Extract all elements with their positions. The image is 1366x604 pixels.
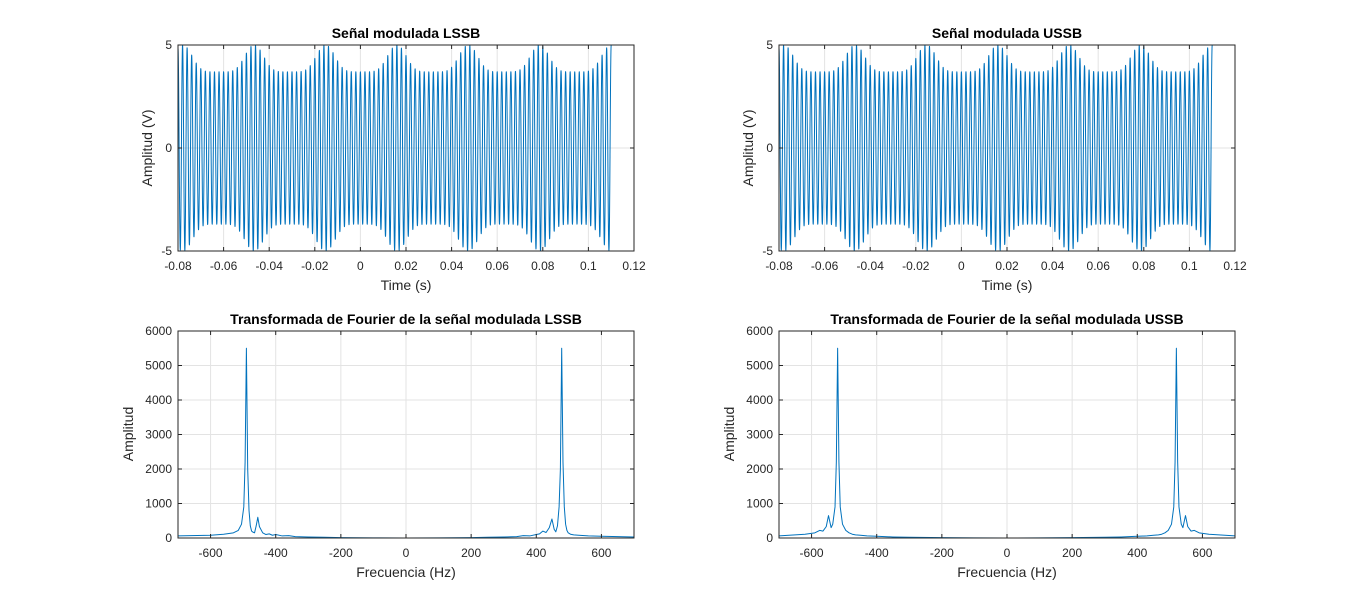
x-tick-label: -0.02 [902, 259, 930, 273]
y-axis-label: Amplitud (V) [139, 109, 155, 186]
x-tick-label: 200 [461, 546, 481, 560]
x-tick-label: 0.08 [1132, 259, 1156, 273]
x-tick-label: -200 [329, 546, 353, 560]
x-tick-label: -0.06 [811, 259, 839, 273]
x-tick-label: 0.1 [580, 259, 597, 273]
chart-title: Señal modulada USSB [932, 25, 1082, 41]
y-tick-label: 4000 [145, 393, 172, 407]
x-tick-label: -0.08 [765, 259, 793, 273]
grid [779, 330, 1235, 539]
x-axis-label: Frecuencia (Hz) [957, 564, 1057, 580]
x-tick-label: 0.04 [440, 259, 464, 273]
x-tick-label: -0.08 [164, 259, 192, 273]
x-tick-label: -0.02 [301, 259, 329, 273]
x-tick-label: 0 [1004, 546, 1011, 560]
y-tick-label: 5000 [145, 359, 172, 373]
x-axis-label: Time (s) [982, 277, 1033, 293]
y-tick-label: -5 [161, 244, 172, 258]
x-tick-label: -600 [199, 546, 223, 560]
x-tick-label: 0.12 [1223, 259, 1247, 273]
x-tick-label: 0.12 [622, 259, 646, 273]
x-tick-label: 0.06 [486, 259, 510, 273]
y-tick-label: -5 [762, 244, 773, 258]
x-tick-label: 0.1 [1181, 259, 1198, 273]
y-tick-label: 1000 [145, 497, 172, 511]
y-tick-label: 2000 [145, 462, 172, 476]
y-tick-label: 0 [165, 141, 172, 155]
x-tick-label: -0.04 [256, 259, 284, 273]
x-tick-label: -600 [800, 546, 824, 560]
chart-title: Transformada de Fourier de la señal modu… [230, 311, 582, 327]
y-tick-label: 0 [766, 141, 773, 155]
x-tick-label: 0 [403, 546, 410, 560]
y-tick-label: 4000 [746, 393, 773, 407]
x-tick-label: 0.02 [394, 259, 418, 273]
x-tick-label: -400 [865, 546, 889, 560]
x-axis-label: Frecuencia (Hz) [356, 564, 456, 580]
x-tick-label: -0.04 [857, 259, 885, 273]
chart-3: -600 -400 -200 0 200 400 600010002000300040005… [120, 311, 635, 580]
y-tick-label: 5000 [746, 359, 773, 373]
x-tick-label: 600 [1192, 546, 1212, 560]
series-line [177, 44, 612, 252]
x-tick-label: 200 [1062, 546, 1082, 560]
y-tick-label: 5 [766, 38, 773, 52]
x-tick-label: 0 [357, 259, 364, 273]
x-tick-label: 0.04 [1041, 259, 1065, 273]
chart-2: -0.08 -0.06 -0.04 -0.02 0 0.02 0.04 0.06 0.08 0.1… [740, 25, 1247, 293]
chart-1: -0.08 -0.06 -0.04 -0.02 0 0.02 0.04 0.06 0.08 0.1… [139, 25, 646, 293]
y-tick-label: 3000 [746, 428, 773, 442]
x-tick-label: 0.08 [531, 259, 555, 273]
y-tick-label: 6000 [746, 324, 773, 338]
x-tick-label: 0 [958, 259, 965, 273]
series-line [778, 44, 1213, 252]
x-tick-label: 0.06 [1087, 259, 1111, 273]
x-tick-label: 600 [591, 546, 611, 560]
y-axis-label: Amplitud (V) [740, 109, 756, 186]
x-tick-label: 400 [526, 546, 546, 560]
y-tick-label: 5 [165, 38, 172, 52]
y-tick-label: 1000 [746, 497, 773, 511]
y-tick-label: 3000 [145, 428, 172, 442]
y-tick-label: 6000 [145, 324, 172, 338]
y-axis-label: Amplitud [721, 407, 737, 461]
y-axis-label: Amplitud [120, 407, 136, 461]
chart-4: -600 -400 -200 0 200 400 600010002000300040005… [721, 311, 1236, 580]
x-tick-label: -200 [930, 546, 954, 560]
chart-title: Transformada de Fourier de la señal modu… [830, 311, 1183, 327]
y-tick-label: 0 [766, 531, 773, 545]
x-tick-label: -400 [264, 546, 288, 560]
chart-title: Señal modulada LSSB [332, 25, 481, 41]
x-axis-label: Time (s) [381, 277, 432, 293]
y-tick-label: 2000 [746, 462, 773, 476]
x-tick-label: 0.02 [995, 259, 1019, 273]
x-tick-label: -0.06 [210, 259, 238, 273]
x-tick-label: 400 [1127, 546, 1147, 560]
y-tick-label: 0 [165, 531, 172, 545]
